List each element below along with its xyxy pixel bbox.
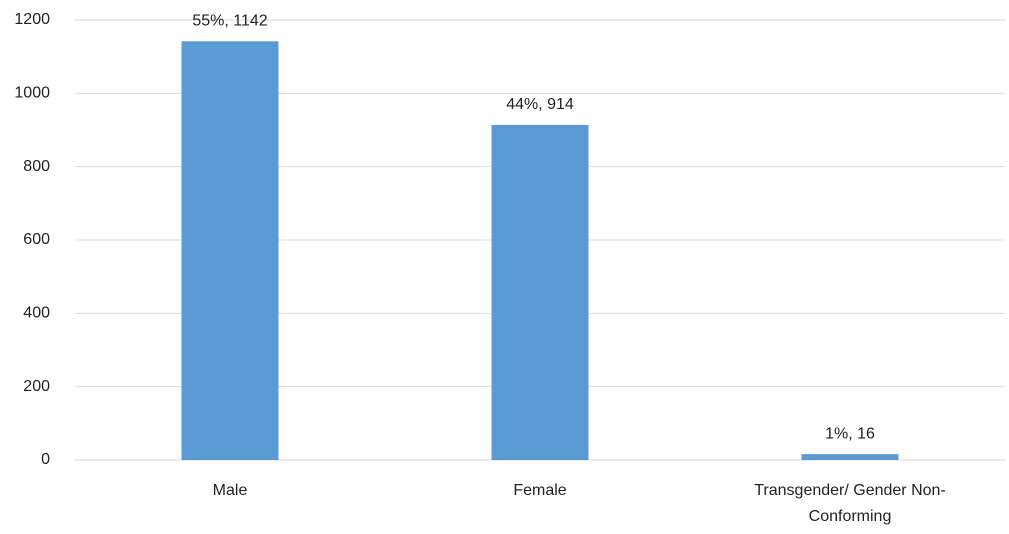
y-tick-label: 1000 [14, 85, 50, 102]
bar [181, 41, 279, 461]
x-tick-label: Male [212, 482, 248, 499]
y-tick-label: 200 [23, 378, 50, 395]
y-tick-label: 600 [23, 231, 50, 248]
x-tick-label: Female [513, 482, 567, 499]
data-label: 44%, 914 [506, 96, 574, 113]
data-label: 55%, 1142 [192, 12, 267, 29]
bar [801, 454, 899, 460]
bar [491, 124, 589, 460]
data-label: 1%, 16 [825, 425, 875, 442]
y-tick-label: 0 [41, 451, 50, 468]
y-tick-label: 800 [23, 158, 50, 175]
y-tick-label: 400 [23, 305, 50, 322]
y-tick-label: 1200 [14, 11, 50, 28]
x-tick-label: Transgender/ Gender Non-Conforming [754, 482, 946, 525]
